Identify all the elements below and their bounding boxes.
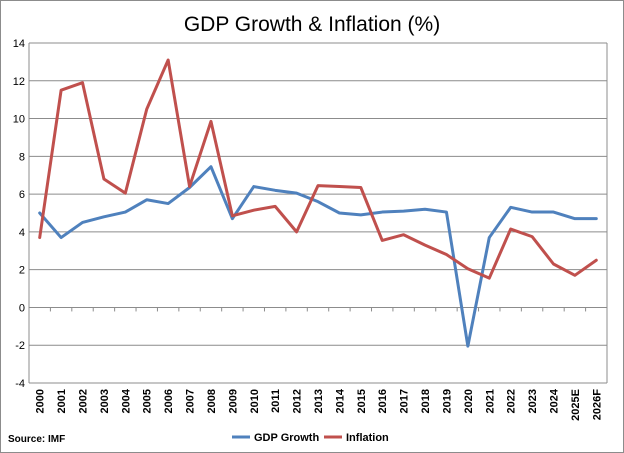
x-tick-label: 2017 bbox=[399, 389, 411, 413]
x-tick-label: 2004 bbox=[120, 388, 132, 413]
legend: GDP Growth Inflation bbox=[232, 432, 389, 444]
series-line-gdp-growth bbox=[38, 165, 598, 348]
x-tick-label: 2013 bbox=[313, 389, 325, 413]
x-tick-label: 2019 bbox=[441, 389, 453, 413]
series-line-inflation bbox=[38, 58, 598, 280]
y-tick-label: 14 bbox=[13, 38, 25, 50]
source-note: Source: IMF bbox=[8, 434, 65, 445]
x-tick-label: 2003 bbox=[99, 389, 111, 413]
y-tick-label: 0 bbox=[19, 302, 25, 314]
x-tick-label: 2008 bbox=[206, 389, 218, 413]
x-tick-label: 2011 bbox=[270, 389, 282, 413]
x-tick-label: 2025E bbox=[570, 389, 582, 421]
x-tick-label: 2022 bbox=[506, 389, 518, 413]
x-tick-label: 2012 bbox=[292, 389, 304, 413]
x-tick-label: 2014 bbox=[334, 388, 346, 413]
legend-label: Inflation bbox=[346, 432, 389, 444]
x-tick-label: 2018 bbox=[420, 389, 432, 413]
axis-layer: -4 -2 0 2 4 6 8 10 12 14 2000 2001 2002 2003 2004 2005 2… bbox=[13, 38, 608, 421]
x-tick-label: 2000 bbox=[35, 389, 47, 413]
y-tick-label: 8 bbox=[19, 151, 25, 163]
x-tick-label: 2024 bbox=[548, 388, 560, 413]
x-tick-label: 2007 bbox=[185, 389, 197, 413]
y-tick-label: 4 bbox=[19, 227, 25, 239]
x-tick-label: 2010 bbox=[249, 389, 261, 413]
x-tick-label: 2002 bbox=[78, 389, 90, 413]
x-tick-label: 2005 bbox=[142, 389, 154, 413]
x-tick-label: 2001 bbox=[56, 389, 68, 413]
x-tick-label: 2026F bbox=[591, 389, 603, 420]
x-tick-label: 2009 bbox=[227, 389, 239, 413]
x-tick-label: 2015 bbox=[356, 389, 368, 413]
y-tick-label: 10 bbox=[13, 114, 25, 126]
y-tick-label: -4 bbox=[15, 378, 25, 390]
x-tick-label: 2006 bbox=[163, 389, 175, 413]
legend-label: GDP Growth bbox=[254, 432, 319, 444]
y-tick-label: 12 bbox=[13, 76, 25, 88]
series-layer bbox=[38, 58, 598, 348]
x-tick-label: 2021 bbox=[484, 389, 496, 413]
y-tick-label: -2 bbox=[15, 340, 25, 352]
x-tick-label: 2016 bbox=[377, 389, 389, 413]
x-tick-label: 2023 bbox=[527, 389, 539, 413]
x-tick-label: 2020 bbox=[463, 389, 475, 413]
y-tick-label: 2 bbox=[19, 265, 25, 277]
y-tick-label: 6 bbox=[19, 189, 25, 201]
chart-title: GDP Growth & Inflation (%) bbox=[184, 13, 440, 36]
